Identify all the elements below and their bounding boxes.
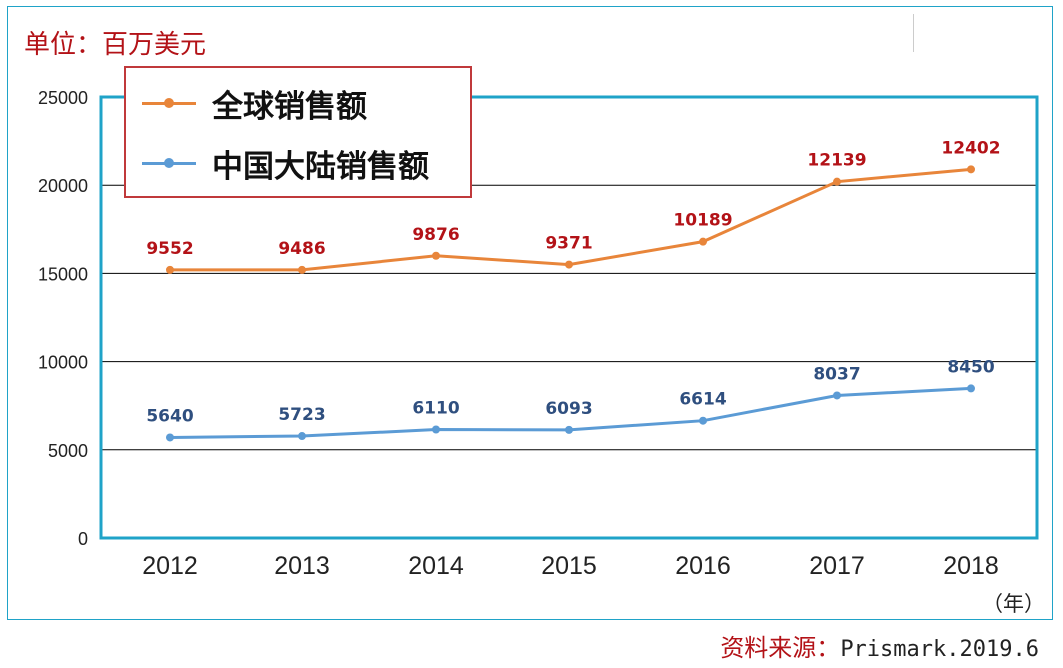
- unit-label: 单位：百万美元: [24, 30, 207, 60]
- data-point-global: [565, 260, 573, 269]
- data-label-china: 5723: [278, 405, 325, 425]
- data-label-global: 9486: [278, 239, 325, 259]
- data-label-global: 9552: [146, 239, 193, 259]
- data-point-china: [432, 425, 440, 434]
- data-label-global: 10189: [673, 211, 732, 231]
- data-label-global: 9371: [545, 234, 592, 254]
- data-label-china: 8450: [947, 357, 994, 377]
- x-tick-label: 2013: [274, 552, 330, 580]
- x-tick-label: 2012: [142, 552, 198, 580]
- legend-label-global: 全球销售额: [212, 88, 367, 125]
- divider: [913, 14, 914, 52]
- x-axis-unit: （年）: [982, 592, 1045, 616]
- legend-swatch-global: [142, 93, 196, 113]
- data-point-china: [298, 432, 306, 441]
- y-tick-label: 5000: [48, 441, 88, 461]
- data-point-china: [967, 384, 975, 393]
- data-label-global: 12402: [941, 138, 1000, 158]
- data-point-global: [432, 251, 440, 260]
- data-label-global: 12139: [807, 151, 866, 171]
- legend-item-china: 中国大陆销售额: [142, 138, 429, 188]
- data-label-china: 6110: [412, 399, 459, 419]
- data-label-china: 6614: [679, 390, 726, 410]
- source-prefix: 资料来源：: [720, 634, 841, 662]
- x-tick-label: 2016: [675, 552, 731, 580]
- data-point-global: [833, 177, 841, 186]
- x-tick-label: 2014: [408, 552, 464, 580]
- data-point-china: [699, 416, 707, 425]
- legend-item-global: 全球销售额: [142, 78, 367, 128]
- plot-area-border: [99, 95, 1039, 540]
- data-label-china: 5640: [146, 406, 193, 426]
- y-tick-label: 10000: [38, 353, 88, 373]
- data-point-china: [833, 391, 841, 400]
- data-point-china: [565, 425, 573, 434]
- data-label-global: 9876: [412, 225, 459, 245]
- y-tick-label: 20000: [38, 176, 88, 196]
- y-tick-label: 0: [78, 529, 88, 549]
- data-label-china: 6093: [545, 399, 592, 419]
- x-tick-label: 2017: [809, 552, 865, 580]
- data-point-global: [967, 165, 975, 174]
- source-text: Prismark.2019.6: [840, 637, 1039, 662]
- chart-frame: [7, 6, 1053, 620]
- data-point-global: [699, 237, 707, 246]
- x-tick-label: 2018: [943, 552, 999, 580]
- source-note: 资料来源：Prismark.2019.6: [720, 628, 1039, 663]
- y-tick-label: 15000: [38, 264, 88, 284]
- data-label-china: 8037: [813, 364, 860, 384]
- legend-swatch-china: [142, 153, 196, 173]
- data-point-global: [298, 265, 306, 274]
- legend: 全球销售额 中国大陆销售额: [124, 66, 472, 198]
- data-point-china: [166, 433, 174, 442]
- data-point-global: [166, 265, 174, 274]
- x-tick-label: 2015: [541, 552, 597, 580]
- y-tick-label: 25000: [38, 88, 88, 108]
- legend-label-china: 中国大陆销售额: [212, 148, 429, 185]
